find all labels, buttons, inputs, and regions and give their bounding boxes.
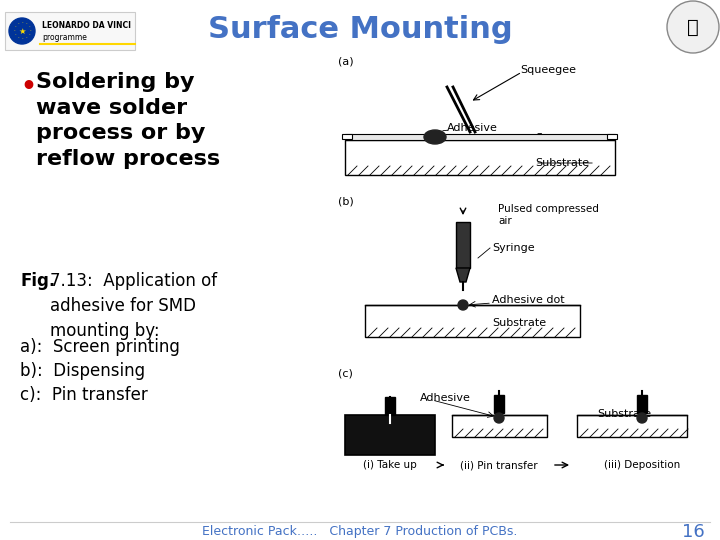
Text: ·: · [28,32,30,37]
Text: ·: · [13,29,15,33]
Bar [365,305,580,337]
Bar [637,395,647,413]
Circle shape [9,18,35,44]
Text: Adhesive: Adhesive [447,123,498,133]
Text: Soldering by
wave solder
process or by
reflow process: Soldering by wave solder process or by r… [36,72,220,169]
Bar [345,134,615,140]
Text: ·: · [17,36,19,40]
Text: c):  Pin transfer: c): Pin transfer [20,386,148,404]
Text: (i) Take up: (i) Take up [363,460,417,470]
Text: (c): (c) [338,368,353,378]
Bar [452,415,547,437]
Text: ·: · [17,22,19,26]
Bar [494,395,504,413]
Polygon shape [456,268,470,282]
Text: ·: · [25,22,27,26]
Text: Substrate: Substrate [535,158,589,168]
Text: Substrate: Substrate [597,409,651,419]
Text: ·: · [21,37,23,42]
Text: 7.13:  Application of
adhesive for SMD
mounting by:: 7.13: Application of adhesive for SMD mo… [50,272,217,340]
Text: (b): (b) [338,197,354,207]
Ellipse shape [424,130,446,144]
Text: •: • [20,75,36,99]
Text: 16: 16 [683,523,705,540]
Text: 🏛: 🏛 [687,17,699,37]
Circle shape [458,300,468,310]
Bar [456,222,470,268]
Text: ·: · [28,24,30,30]
Text: ·: · [14,32,16,37]
Text: Electronic Pack…..   Chapter 7 Production of PCBs.: Electronic Pack….. Chapter 7 Production … [202,525,518,538]
Text: Substrate: Substrate [492,318,546,328]
Text: Squeegee: Squeegee [520,65,576,75]
Text: Adhesive: Adhesive [420,393,471,403]
Text: ·: · [21,21,23,25]
Text: Screen: Screen [535,133,574,143]
Text: ·: · [29,29,31,33]
Circle shape [637,413,647,423]
FancyBboxPatch shape [5,12,135,50]
Bar [345,415,435,455]
Bar [345,140,615,175]
Text: Surface Mounting: Surface Mounting [207,16,513,44]
Text: b):  Dispensing: b): Dispensing [20,362,145,380]
Bar [577,415,687,437]
Text: (iii) Deposition: (iii) Deposition [604,460,680,470]
Text: programme: programme [42,33,87,43]
Bar [385,397,395,415]
Text: ·: · [14,24,16,30]
Circle shape [667,1,719,53]
Text: Adhesive dot: Adhesive dot [492,295,564,305]
Text: Syringe: Syringe [492,243,535,253]
Text: ★: ★ [18,26,26,36]
Text: Fig.: Fig. [20,272,55,290]
Text: LEONARDO DA VINCI: LEONARDO DA VINCI [42,22,131,30]
Text: Pulsed compressed
air: Pulsed compressed air [498,204,599,226]
Circle shape [494,413,504,423]
Text: a):  Screen printing: a): Screen printing [20,338,180,356]
Text: (a): (a) [338,57,354,67]
Bar [342,134,352,139]
Text: ·: · [25,36,27,40]
Bar [607,134,617,139]
Text: (ii) Pin transfer: (ii) Pin transfer [460,460,538,470]
